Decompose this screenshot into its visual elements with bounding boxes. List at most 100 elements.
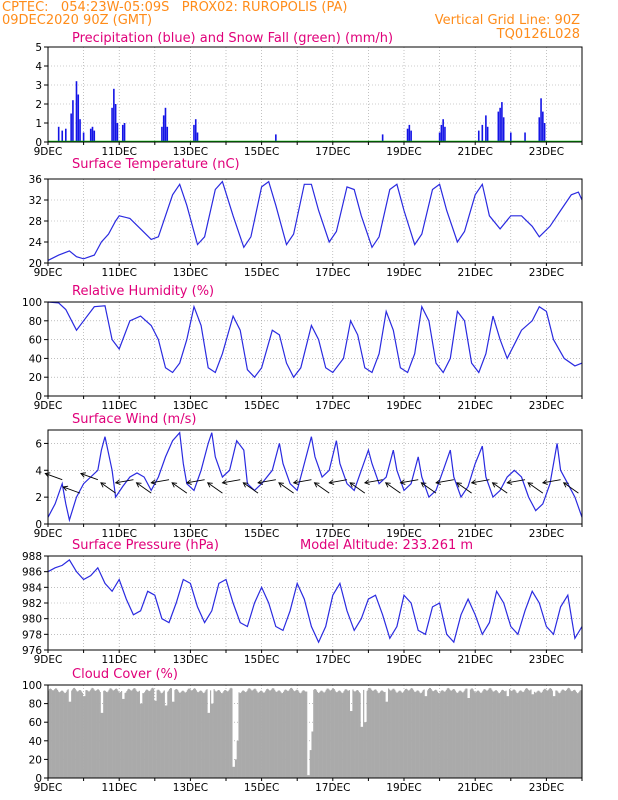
- cloud-bar: [438, 693, 440, 778]
- cloud-bar: [85, 690, 87, 778]
- cloud-bar: [248, 688, 250, 778]
- cloud-bar: [525, 688, 527, 778]
- wind-arrow: [80, 473, 98, 481]
- cloud-bar: [382, 691, 384, 778]
- cloud-bar: [83, 696, 85, 778]
- cloud-bar: [129, 690, 132, 778]
- cloud-bar: [464, 689, 466, 778]
- y-tick-label: 982: [22, 598, 42, 610]
- wind-arrow-head: [150, 479, 157, 485]
- cloud-bar: [412, 690, 415, 778]
- cloud-bar: [181, 690, 183, 778]
- cloud-bar: [488, 688, 490, 778]
- x-tick-label: 15DEC: [244, 146, 279, 158]
- cloud-bar: [424, 696, 426, 778]
- cloud-bar: [369, 687, 371, 778]
- cloud-bar: [508, 696, 510, 778]
- wind-arrow: [136, 482, 152, 494]
- panel-title: Relative Humidity (%): [72, 284, 214, 299]
- cloud-bar: [569, 689, 571, 778]
- cloud-bar: [471, 688, 473, 778]
- cloud-bar: [113, 689, 116, 778]
- y-tick-label: 60: [29, 335, 42, 347]
- precip-bar: [196, 132, 199, 142]
- panel-frame: [47, 46, 583, 143]
- cloud-bar: [419, 692, 421, 778]
- cloud-bar: [151, 688, 153, 778]
- cloud-bar: [541, 691, 544, 778]
- cloud-bar: [213, 689, 215, 778]
- wind-arrow: [471, 479, 490, 484]
- cloud-bar: [112, 690, 115, 778]
- cloud-bar: [353, 690, 355, 778]
- wind-arrow: [293, 479, 312, 484]
- precip-bar: [477, 130, 480, 142]
- precip-bar: [91, 126, 94, 142]
- cloud-bar: [109, 688, 111, 778]
- cloud-bar: [118, 692, 120, 778]
- cloud-bar: [191, 690, 193, 778]
- cloud-bar: [431, 690, 433, 778]
- cloud-bar: [235, 759, 237, 778]
- wind-arrow: [456, 482, 472, 494]
- precip-bar: [89, 128, 92, 142]
- cloud-bar: [517, 693, 519, 778]
- cloud-bar: [520, 690, 522, 778]
- cloud-bar: [55, 688, 57, 778]
- x-tick-label: 23DEC: [529, 146, 564, 158]
- cloud-bar: [262, 692, 264, 778]
- cloud-bar: [294, 691, 296, 778]
- cloud-bar: [326, 688, 328, 778]
- cloud-bar: [211, 703, 213, 778]
- cloud-bar: [190, 690, 192, 778]
- cloud-bar: [557, 691, 559, 778]
- cloud-bar: [178, 692, 181, 778]
- cloud-bar: [175, 689, 177, 778]
- cloud-bar: [217, 690, 219, 778]
- precip-bar: [509, 132, 512, 142]
- cloud-bar: [486, 690, 488, 778]
- precip-bar: [408, 124, 411, 142]
- cloud-bar: [481, 692, 483, 778]
- x-tick-label: 21DEC: [457, 267, 492, 279]
- cloud-bar: [222, 692, 224, 778]
- precip-bar: [77, 94, 80, 142]
- wind-arrow: [563, 482, 579, 494]
- cloud-bar: [385, 701, 387, 778]
- cloud-bar: [487, 689, 489, 778]
- cloud-bar: [506, 696, 508, 778]
- cloud-bar: [256, 691, 258, 778]
- cloud-bar: [286, 690, 288, 778]
- cloud-bar: [303, 690, 305, 778]
- cloud-bar: [329, 690, 331, 778]
- precip-bar: [194, 119, 197, 142]
- cloud-bar: [236, 740, 238, 778]
- cloud-bar: [524, 690, 526, 778]
- cloud-bar: [327, 688, 329, 778]
- cloud-bar: [576, 693, 578, 778]
- cloud-bar: [274, 691, 277, 778]
- cloud-bar: [212, 703, 214, 778]
- cloud-bar: [293, 691, 295, 778]
- cloud-bar: [242, 690, 245, 778]
- wind-arrow-head: [420, 482, 427, 488]
- cloud-bar: [562, 689, 564, 778]
- x-tick-label: 17DEC: [315, 146, 350, 158]
- cloud-bar: [565, 690, 567, 778]
- precip-bar: [538, 117, 541, 142]
- cloud-bar: [163, 690, 165, 778]
- cloud-bar: [397, 691, 399, 778]
- cloud-bar: [53, 690, 55, 778]
- cloud-bar: [104, 690, 106, 778]
- cloud-bar: [472, 689, 474, 778]
- cloud-bar: [177, 691, 180, 778]
- cloud-bar: [264, 692, 266, 778]
- cloud-bar: [288, 690, 290, 778]
- precip-bar: [72, 100, 74, 142]
- cloud-bar: [88, 691, 90, 778]
- cloud-bar: [95, 690, 97, 778]
- cloud-bar: [239, 693, 241, 778]
- cloud-bar: [203, 692, 205, 778]
- cloud-bar: [183, 691, 185, 778]
